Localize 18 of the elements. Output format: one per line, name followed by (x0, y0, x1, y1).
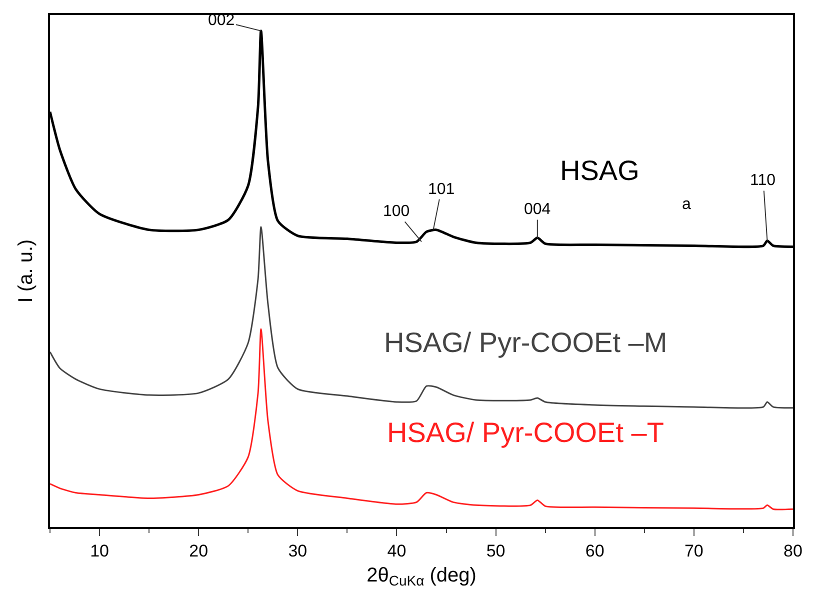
x-axis-title: 2θ$_{CuKα}$ (deg) (366, 564, 476, 589)
annotation: 101 (428, 181, 455, 198)
annotation: 110 (750, 172, 776, 189)
series-label: HSAG/ Pyr-COOEt –T (387, 417, 664, 448)
x-tick-label: 30 (288, 541, 308, 560)
x-tick-label: 60 (585, 541, 604, 560)
x-tick-label: 70 (684, 541, 704, 560)
x-tick-label: 40 (387, 541, 406, 560)
x-tick-label: 80 (784, 541, 802, 560)
series-label: HSAG/ Pyr-COOEt –M (384, 327, 668, 358)
y-axis-title: I (a. u.) (15, 239, 37, 303)
x-tick-label: 50 (486, 541, 506, 560)
text: HSAG (560, 155, 640, 186)
x-tick-label: 10 (90, 541, 109, 560)
annotation: 004 (524, 201, 551, 218)
annotation: 100 (383, 203, 410, 220)
x-tick-label: 20 (189, 541, 208, 560)
annotation: a (682, 196, 691, 213)
